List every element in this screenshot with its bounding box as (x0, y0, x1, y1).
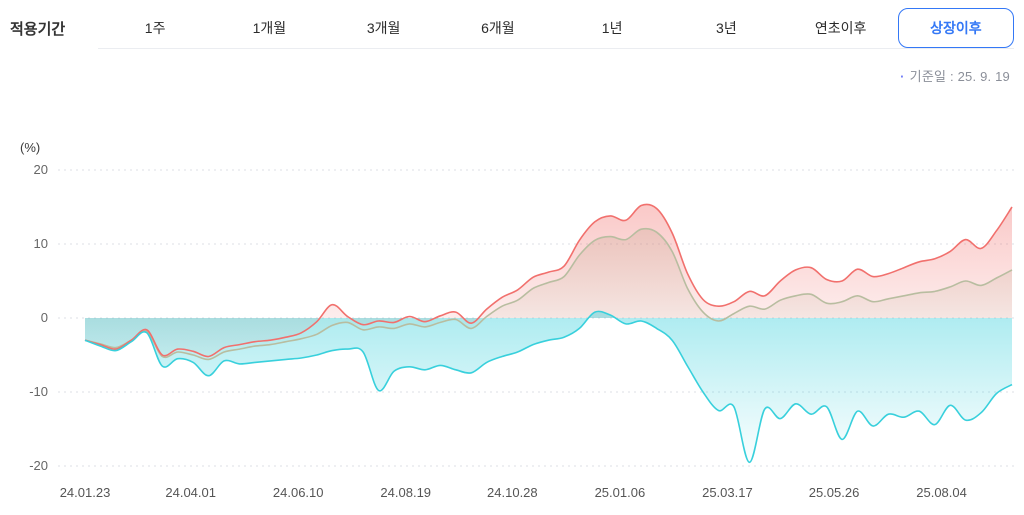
tab-1-year[interactable]: 1년 (555, 8, 669, 48)
y-axis-label-0: 0 (40, 310, 48, 325)
x-axis-label-8: 25.08.04 (916, 485, 967, 500)
x-axis-label-6: 25.03.17 (702, 485, 753, 500)
base-date-bullet-icon: · (900, 69, 905, 84)
period-tabs: 1주 1개월 3개월 6개월 1년 3년 연초이후 상장이후 (98, 8, 1014, 49)
tab-3-month[interactable]: 3개월 (327, 8, 441, 48)
cyan-series-area (85, 311, 1012, 463)
tab-6-month[interactable]: 6개월 (441, 8, 555, 48)
y-axis-label--10: -10 (29, 384, 48, 399)
tab-since-listing[interactable]: 상장이후 (897, 8, 1014, 48)
tab-1-week[interactable]: 1주 (98, 8, 212, 48)
tab-ytd[interactable]: 연초이후 (784, 8, 898, 48)
y-axis-unit-label: (%) (20, 140, 41, 155)
y-axis-label-10: 10 (33, 236, 48, 251)
x-axis-label-2: 24.06.10 (272, 485, 324, 500)
x-axis-label-0: 24.01.23 (59, 485, 111, 500)
base-date-text: 기준일 : 25. 9. 19 (909, 69, 1010, 84)
x-axis-label-4: 24.10.28 (487, 485, 538, 500)
beige-series-line (84, 227, 1013, 361)
period-label: 적용기간 (10, 21, 66, 38)
x-axis-label-7: 25.05.26 (808, 485, 860, 500)
x-axis-label-5: 25.01.06 (594, 485, 646, 500)
tab-1-month[interactable]: 1개월 (212, 8, 326, 48)
y-axis-label--20: -20 (29, 458, 48, 473)
y-axis-label-20: 20 (33, 162, 48, 177)
x-axis-label-1: 24.04.01 (165, 485, 216, 500)
base-date: · 기준일 : 25. 9. 19 (900, 66, 1010, 85)
cyan-series-line (84, 310, 1013, 464)
red-series-line (84, 203, 1013, 358)
tab-3-year[interactable]: 3년 (669, 8, 783, 48)
x-axis-label-3: 24.08.19 (380, 485, 432, 500)
